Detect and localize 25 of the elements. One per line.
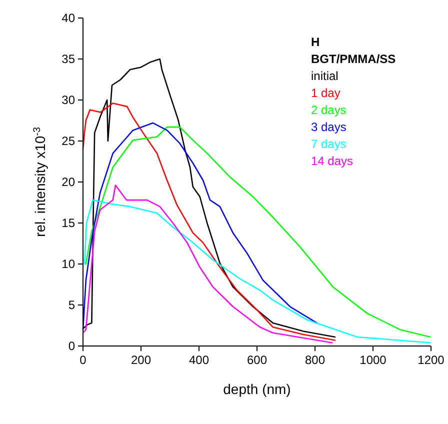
y-tick-label: 40 <box>62 11 76 25</box>
x-axis-title: depth (nm) <box>223 381 291 397</box>
y-tick-label: 15 <box>62 216 76 230</box>
x-tick-label: 1000 <box>360 353 387 367</box>
x-tick-label: 800 <box>304 353 326 367</box>
x-tick-label: 1200 <box>418 353 445 367</box>
text: 3 days <box>311 120 346 134</box>
y-tick-label: 25 <box>62 134 76 148</box>
y-tick-label: 5 <box>68 298 76 312</box>
line-series <box>84 199 431 344</box>
y-tick-label: 35 <box>62 52 76 66</box>
y-tick-label: 10 <box>62 257 76 271</box>
x-tick-label: 400 <box>188 353 210 367</box>
text: 7 days <box>311 137 346 151</box>
line-series <box>82 184 333 344</box>
y-tick-label: 0 <box>68 339 76 353</box>
text: initial <box>311 69 338 83</box>
x-tick-label: 0 <box>80 353 87 367</box>
text: 1 day <box>311 86 340 100</box>
x-tick-label: 200 <box>130 353 152 367</box>
y-tick-label: 30 <box>62 93 76 107</box>
text: 2 days <box>311 103 346 117</box>
text: 14 days <box>311 154 354 168</box>
y-tick-label: 20 <box>62 175 76 189</box>
x-tick-label: 600 <box>246 353 268 367</box>
